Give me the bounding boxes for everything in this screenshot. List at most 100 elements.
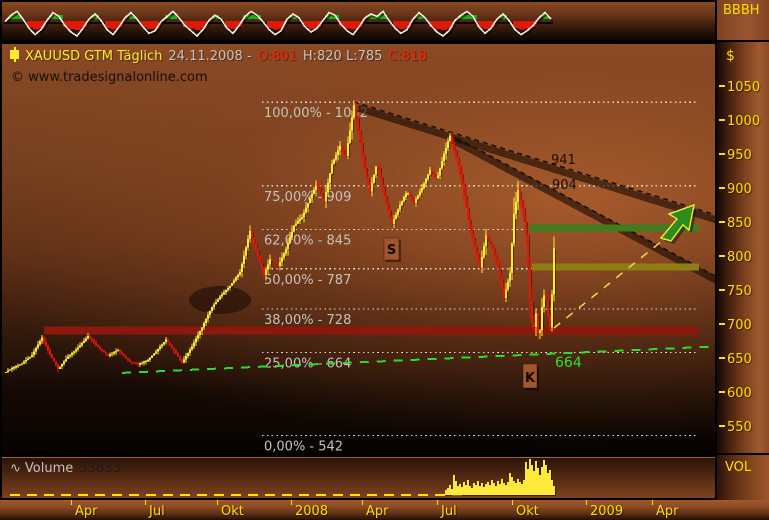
- volume-bar: [513, 481, 515, 495]
- candle: [340, 145, 344, 150]
- volume-canvas[interactable]: [2, 457, 715, 498]
- candle: [484, 235, 488, 247]
- candle: [402, 197, 406, 202]
- candle: [308, 198, 312, 203]
- candle: [70, 353, 74, 355]
- target-arrow-icon: [659, 203, 695, 242]
- candle: [362, 154, 366, 167]
- volume-bar: [489, 485, 491, 495]
- resistance-zone-787: [532, 263, 699, 271]
- candle: [268, 259, 272, 265]
- candle: [396, 209, 400, 215]
- volume-bar: [549, 470, 551, 495]
- candle: [94, 342, 98, 345]
- price-chart-canvas[interactable]: 100,00% - 1032 75,00% - 909 62,00% - 845 50…: [2, 44, 715, 453]
- swing-high-label-text: S: [387, 243, 396, 258]
- candle: [74, 349, 78, 352]
- candle: [282, 253, 286, 258]
- candle: [220, 294, 224, 297]
- candle: [520, 198, 524, 207]
- candle: [128, 360, 132, 362]
- candle: [270, 259, 274, 262]
- time-tick: [217, 500, 218, 505]
- candle: [92, 340, 96, 343]
- candle: [224, 290, 228, 293]
- candle: [212, 304, 216, 307]
- candle: [34, 348, 38, 352]
- overview-oscillator-canvas[interactable]: [2, 2, 715, 40]
- time-tick-label: 2008: [295, 504, 329, 519]
- candle: [442, 153, 446, 162]
- candle: [60, 363, 64, 367]
- trendline[interactable]: [448, 133, 715, 278]
- candle: [46, 346, 50, 351]
- fib-level-label: 38,00% - 728: [264, 313, 351, 328]
- candle: [118, 349, 122, 352]
- candle: [206, 315, 210, 320]
- candle: [550, 294, 554, 328]
- candle: [196, 334, 200, 339]
- candle: [258, 255, 262, 263]
- volume-bar: [541, 467, 543, 495]
- candle: [306, 202, 310, 208]
- candle: [162, 341, 166, 345]
- candle: [304, 207, 308, 213]
- candle: [344, 152, 348, 156]
- candle: [272, 261, 276, 263]
- candle: [350, 117, 354, 131]
- chart-title: XAUUSD GTM Täglich 24.11.2008 - O:801 H:820…: [10, 47, 433, 64]
- candle: [318, 186, 322, 192]
- candle: [424, 179, 428, 184]
- candle: [56, 365, 60, 369]
- candle: [112, 352, 116, 354]
- candle: [434, 175, 438, 178]
- candle: [352, 104, 356, 118]
- candle: [198, 331, 202, 335]
- fib-level-label: 100,00% - 1032: [264, 106, 368, 121]
- candle: [492, 247, 496, 255]
- swing-low-label[interactable]: [522, 363, 538, 389]
- bar-date-label: 24.11.2008 -: [168, 49, 252, 64]
- volume-bar: [455, 481, 457, 495]
- volume-bar: [503, 483, 505, 495]
- candle: [158, 346, 162, 350]
- candle: [234, 277, 238, 281]
- volume-bar: [493, 483, 495, 495]
- time-axis[interactable]: Apr Jul Okt 2008 Apr Jul Okt 2009 Apr: [0, 500, 769, 520]
- candle: [14, 366, 18, 368]
- candle: [548, 315, 552, 328]
- candle: [58, 366, 62, 369]
- volume-bar: [445, 490, 447, 495]
- candle: [320, 191, 324, 197]
- candle: [358, 129, 362, 142]
- trendline[interactable]: [353, 101, 715, 216]
- candle: [134, 362, 138, 364]
- candle: [278, 261, 282, 267]
- candle: [310, 194, 314, 199]
- candle: [238, 272, 242, 275]
- candle: [178, 356, 182, 360]
- price-tick-label: 800: [719, 250, 752, 265]
- candle: [176, 353, 180, 357]
- price-axis[interactable]: $ 1050 1000 950 900 850 800 750 700 650 600 550: [717, 42, 769, 455]
- candle: [478, 260, 482, 268]
- overview-strip-pane[interactable]: [0, 0, 717, 42]
- candle: [274, 262, 278, 265]
- candle: [454, 149, 458, 156]
- candle: [20, 363, 24, 365]
- volume-bar: [537, 468, 539, 495]
- volume-bar: [495, 486, 497, 495]
- candle: [470, 227, 474, 237]
- swing-high-label[interactable]: [383, 237, 400, 261]
- candle: [452, 142, 456, 150]
- candle: [408, 192, 412, 197]
- time-tick-label: Apr: [656, 504, 679, 519]
- candle: [490, 243, 494, 248]
- volume-bar: [547, 473, 549, 495]
- candle: [216, 299, 220, 302]
- volume-bar: [451, 489, 453, 495]
- volume-bar: [545, 465, 547, 495]
- candle: [368, 183, 372, 192]
- candle: [144, 360, 148, 363]
- candle: [372, 174, 376, 183]
